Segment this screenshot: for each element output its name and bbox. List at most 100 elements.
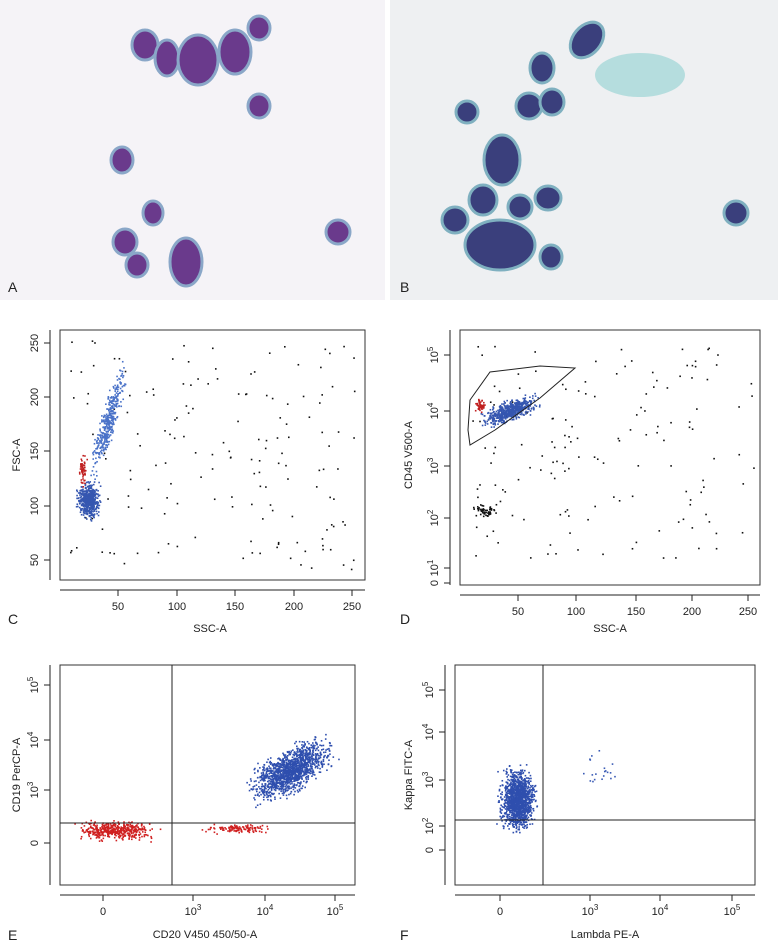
event-dot	[518, 401, 521, 403]
event-dot	[105, 435, 108, 437]
event-dot	[96, 439, 98, 442]
event-dot	[257, 770, 259, 773]
event-dot	[312, 771, 315, 774]
event-dot	[292, 771, 295, 774]
event-dot	[278, 792, 280, 795]
event-dot	[499, 420, 502, 422]
event-dot	[78, 500, 81, 503]
event-dot	[301, 764, 303, 767]
event-dot	[300, 775, 303, 778]
event-dot	[249, 826, 252, 829]
event-dot	[528, 807, 530, 810]
panel-letter: D	[400, 611, 410, 627]
event-dot	[299, 748, 302, 751]
event-dot	[500, 419, 502, 422]
event-dot	[511, 787, 514, 790]
event-dot	[101, 551, 104, 553]
event-dot	[86, 491, 88, 494]
event-dot	[263, 785, 266, 788]
event-dot	[278, 777, 281, 780]
event-dot	[92, 483, 95, 486]
event-dot	[89, 489, 91, 492]
event-dot	[488, 417, 490, 420]
event-dot	[291, 515, 294, 518]
event-dot	[521, 769, 524, 771]
event-dot	[95, 827, 97, 830]
plot	[444, 329, 761, 601]
event-dot	[145, 391, 148, 393]
event-dot	[248, 789, 251, 792]
event-dot	[271, 778, 273, 781]
event-dot	[269, 794, 272, 796]
event-dot	[266, 780, 269, 783]
event-dot	[70, 549, 73, 552]
event-dot	[96, 824, 98, 827]
event-dot	[525, 809, 527, 812]
event-dot	[269, 782, 272, 785]
event-dot	[103, 443, 105, 445]
event-dot	[482, 511, 484, 514]
x-tick-label-exp: 3	[197, 903, 202, 912]
event-dot	[517, 400, 519, 402]
event-dot	[270, 792, 273, 795]
event-dot	[119, 830, 121, 832]
event-dot	[476, 402, 479, 405]
event-dot	[89, 486, 92, 489]
event-dot	[304, 550, 307, 553]
event-dot	[301, 753, 304, 755]
event-dot	[91, 499, 94, 501]
event-dot	[289, 771, 292, 774]
event-dot	[527, 404, 529, 406]
event-dot	[306, 770, 308, 772]
event-dot	[527, 785, 530, 788]
event-dot	[523, 827, 525, 829]
event-dot	[301, 757, 304, 760]
event-dot	[127, 506, 130, 508]
event-dot	[135, 827, 137, 829]
event-dot	[297, 759, 299, 761]
event-dot	[105, 423, 108, 425]
event-dot	[293, 764, 296, 766]
event-dot	[85, 513, 88, 515]
event-dot	[523, 811, 525, 813]
event-dot	[337, 468, 339, 470]
event-dot	[509, 406, 512, 409]
event-dot	[344, 524, 346, 526]
event-dot	[82, 473, 85, 476]
event-dot	[483, 401, 485, 404]
event-dot	[489, 408, 492, 411]
event-dot	[100, 834, 102, 837]
event-dot	[110, 400, 113, 402]
event-dot	[86, 402, 89, 405]
event-dot	[115, 403, 118, 406]
event-dot	[271, 786, 273, 788]
event-dot	[299, 754, 302, 756]
event-dot	[524, 811, 526, 813]
event-dot	[504, 405, 506, 408]
event-dot	[104, 438, 106, 441]
event-dot	[112, 410, 114, 413]
event-dot	[506, 808, 508, 811]
event-dot	[312, 744, 315, 747]
event-dot	[304, 764, 307, 767]
event-dot	[505, 781, 508, 783]
event-dot	[124, 825, 127, 828]
event-dot	[512, 414, 515, 417]
event-dot	[532, 793, 534, 796]
y-tick-label-exp: 4	[26, 731, 35, 736]
event-dot	[281, 763, 283, 766]
event-dot	[130, 830, 133, 833]
event-dot	[252, 830, 254, 832]
event-dot	[477, 345, 480, 348]
event-dot	[304, 755, 307, 758]
event-dot	[285, 782, 287, 785]
event-dot	[670, 465, 672, 467]
event-dot	[288, 761, 290, 764]
event-dot	[144, 828, 146, 831]
event-dot	[84, 455, 86, 457]
event-dot	[694, 360, 697, 363]
event-dot	[89, 510, 92, 513]
event-dot	[526, 807, 528, 810]
event-dot	[129, 825, 132, 828]
event-dot	[140, 507, 143, 509]
